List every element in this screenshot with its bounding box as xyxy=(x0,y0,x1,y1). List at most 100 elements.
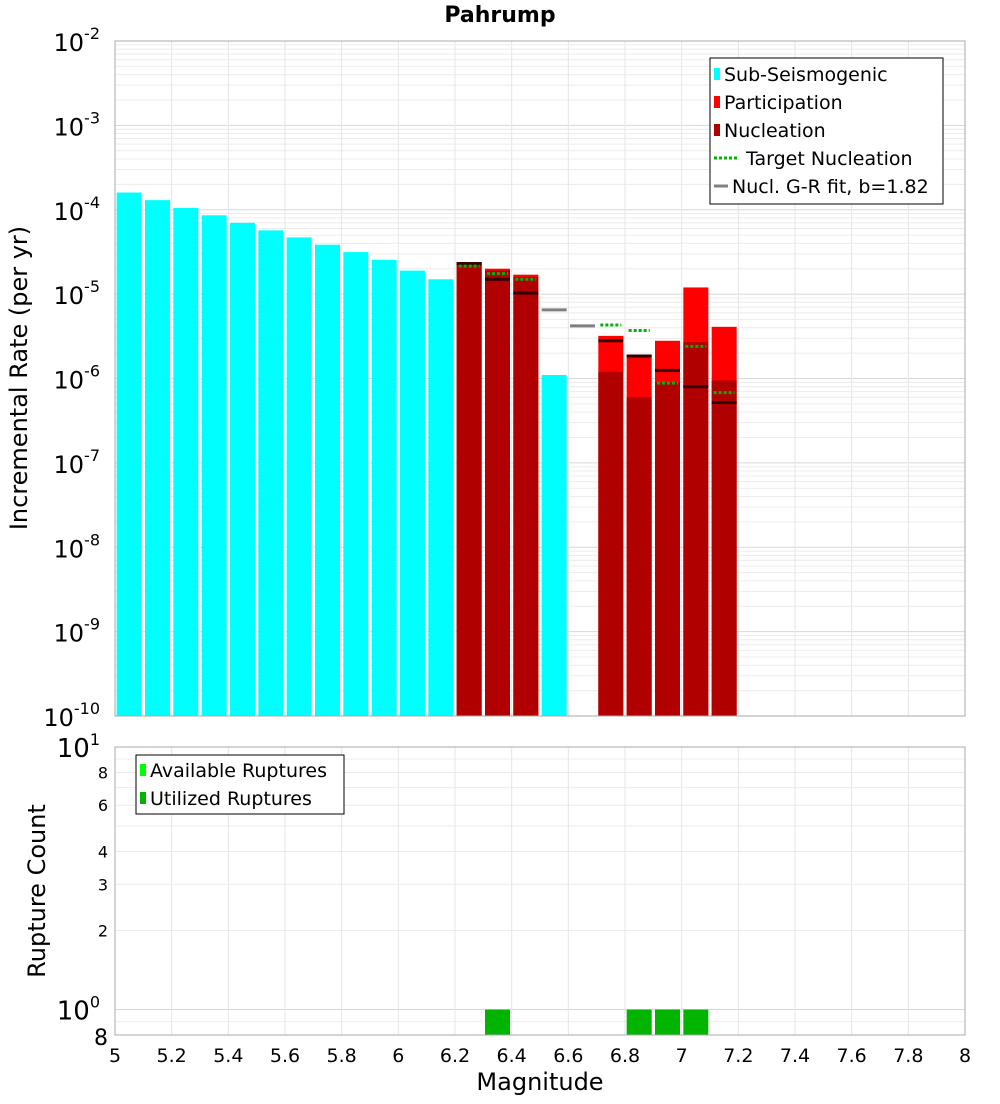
top-bars xyxy=(116,192,737,717)
top-grid xyxy=(114,41,966,717)
x-tick-label: 6 xyxy=(392,1045,404,1067)
tick-base: 10 xyxy=(57,734,90,764)
bottom-y-tick-label: 4 xyxy=(98,842,108,861)
sub-seismogenic-bar xyxy=(116,192,142,717)
top-plot-frame xyxy=(114,40,966,717)
sub-seismogenic-bar xyxy=(400,270,425,716)
x-tick-label: 5.8 xyxy=(327,1045,357,1067)
legend-swatch xyxy=(714,68,720,80)
tick-exponent: -4 xyxy=(84,193,100,212)
legend-label: Target Nucleation xyxy=(745,148,913,170)
tick-exponent: -8 xyxy=(84,530,100,549)
nucleation-bar xyxy=(711,380,737,716)
sub-seismogenic-bar xyxy=(258,230,284,716)
tick-exponent: -6 xyxy=(84,362,100,381)
sub-seismogenic-bar xyxy=(201,215,227,717)
top-y-tick-label: 10-8 xyxy=(54,530,101,563)
top-y-axis-label: Incremental Rate (per yr) xyxy=(5,226,33,530)
utilized-ruptures-bar xyxy=(485,1009,510,1035)
bottom-y-tick-label: 8 xyxy=(98,763,108,782)
sub-seismogenic-bar xyxy=(371,259,397,716)
nucleation-bar xyxy=(513,276,539,716)
x-tick-label: 5 xyxy=(109,1045,121,1067)
x-tick-labels: 5 5.2 5.4 5.6 5.8 6 6.2 6.4 6.6 6.8 7 7.2 7.4 7.6 7.8 8 xyxy=(109,1045,971,1067)
x-tick-label: 7 xyxy=(676,1045,688,1067)
tick-exponent: 0 xyxy=(90,993,100,1012)
utilized-ruptures-bar xyxy=(683,1009,709,1035)
top-y-tick-label: 10-2 xyxy=(54,24,101,57)
bottom-legend: Available Ruptures Utilized Ruptures xyxy=(135,754,345,815)
legend-label: Nucl. G-R fit, b=1.82 xyxy=(732,176,929,198)
x-tick-label: 5.6 xyxy=(270,1045,300,1067)
tick-exponent: -3 xyxy=(84,108,100,127)
bottom-y-tick-label: 101 xyxy=(57,730,100,764)
legend-swatch xyxy=(140,764,146,776)
tick-exponent: 1 xyxy=(90,730,100,749)
bottom-legend-box xyxy=(135,754,345,815)
legend-label: Available Ruptures xyxy=(150,760,327,782)
legend-label: Utilized Ruptures xyxy=(150,788,312,810)
tick-exponent: -5 xyxy=(84,277,100,296)
bottom-y-tick-label: 6 xyxy=(98,796,108,815)
sub-seismogenic-bar xyxy=(541,375,567,716)
nucleation-bar xyxy=(598,371,624,716)
sub-seismogenic-bar xyxy=(315,244,340,716)
tick-base: 10 xyxy=(54,535,85,563)
legend-swatch xyxy=(714,124,720,136)
tick-base: 10 xyxy=(54,29,85,57)
nucleation-bar xyxy=(655,382,680,716)
top-y-tick-label: 10-9 xyxy=(54,615,101,648)
legend-label: Sub-Seismogenic xyxy=(724,64,888,86)
top-y-tick-label: 10-3 xyxy=(54,108,101,141)
x-tick-label: 5.4 xyxy=(213,1045,243,1067)
tick-exponent: -10 xyxy=(74,699,100,718)
tick-base: 10 xyxy=(54,282,85,310)
top-line-marks xyxy=(456,262,737,404)
nucleation-bar xyxy=(456,262,482,716)
x-tick-label: 6.2 xyxy=(440,1045,470,1067)
legend-label: Nucleation xyxy=(724,120,826,142)
tick-base: 10 xyxy=(54,113,85,141)
bottom-bars xyxy=(485,1009,709,1035)
bottom-y-tick-label: 3 xyxy=(98,875,108,894)
x-tick-label: 6.4 xyxy=(497,1045,527,1067)
bottom-y-axis-label: Rupture Count xyxy=(23,804,51,978)
x-tick-label: 7.8 xyxy=(893,1045,923,1067)
nucleation-bar xyxy=(485,270,510,716)
tick-exponent: -2 xyxy=(84,24,100,43)
x-tick-label: 7.4 xyxy=(780,1045,810,1067)
nucleation-bar xyxy=(626,397,652,716)
sub-seismogenic-bar xyxy=(343,252,369,716)
x-tick-label: 6.6 xyxy=(553,1045,583,1067)
tick-base: 10 xyxy=(54,620,85,648)
top-y-tick-label: 10-5 xyxy=(54,277,101,310)
tick-base: 10 xyxy=(43,704,74,732)
x-tick-label: 6.8 xyxy=(610,1045,640,1067)
x-tick-label: 7.2 xyxy=(723,1045,753,1067)
top-y-tick-label: 10-6 xyxy=(54,362,101,395)
utilized-ruptures-bar xyxy=(626,1009,652,1035)
legend-label: Participation xyxy=(724,92,843,114)
sub-seismogenic-bar xyxy=(428,279,454,716)
tick-base: 10 xyxy=(57,997,90,1027)
sub-seismogenic-bar xyxy=(173,207,199,716)
top-legend-box xyxy=(709,57,944,205)
bottom-y-tick-label: 8 xyxy=(94,1026,108,1051)
x-tick-label: 5.2 xyxy=(157,1045,187,1067)
utilized-ruptures-bar xyxy=(655,1009,680,1035)
tick-base: 10 xyxy=(54,198,85,226)
bottom-y-tick-label: 100 xyxy=(57,993,100,1027)
tick-base: 10 xyxy=(54,451,85,479)
x-tick-label: 7.6 xyxy=(837,1045,867,1067)
tick-exponent: -9 xyxy=(84,615,100,634)
top-y-tick-label: 10-10 xyxy=(43,699,100,732)
bottom-y-tick-label: 2 xyxy=(98,922,108,941)
top-y-tick-label: 10-4 xyxy=(54,193,101,226)
top-legend: Sub-Seismogenic Participation Nucleation Ta… xyxy=(709,57,944,205)
top-y-tick-label: 10-7 xyxy=(54,446,101,479)
